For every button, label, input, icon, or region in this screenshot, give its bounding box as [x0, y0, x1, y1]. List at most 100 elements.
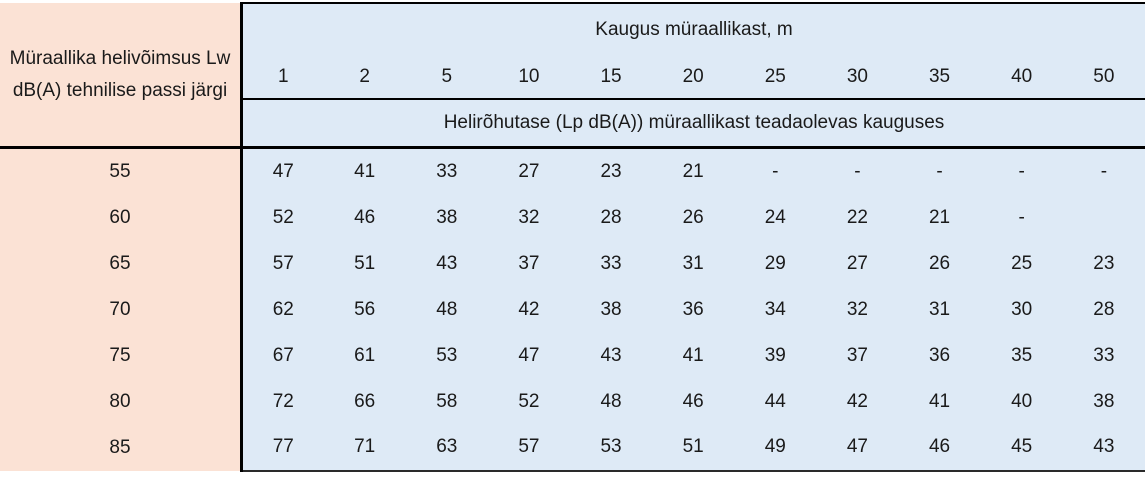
spl-value-cell: 23	[1062, 241, 1145, 287]
spl-value-cell: 21	[898, 195, 981, 241]
spl-value-cell: 22	[816, 195, 899, 241]
spl-value-cell: 77	[241, 425, 324, 472]
lw-value-cell: 80	[0, 379, 243, 425]
spl-value-cell: 43	[1062, 425, 1145, 472]
spl-value-cell: -	[980, 147, 1063, 195]
spl-value-cell: 49	[734, 425, 817, 472]
spl-value-cell: 33	[570, 241, 653, 287]
table-row: 75 67 61 53 47 43 41 39 37 36 35 33	[0, 333, 1145, 379]
spl-value-cell: 34	[734, 287, 817, 333]
spl-value-cell: 32	[487, 195, 570, 241]
spl-value-cell: 48	[570, 379, 653, 425]
distance-col-header: 1	[241, 57, 324, 100]
lw-value-cell: 55	[0, 147, 243, 195]
lw-value-cell: 85	[0, 425, 243, 471]
spl-value-cell: 24	[734, 195, 817, 241]
spl-value-cell: 56	[323, 287, 406, 333]
spl-value-cell: 41	[652, 333, 735, 379]
spl-value-cell: 28	[570, 195, 653, 241]
spl-value-cell: 42	[487, 287, 570, 333]
spl-value-cell: 47	[487, 333, 570, 379]
table-row: 80 72 66 58 52 48 46 44 42 41 40 38	[0, 379, 1145, 425]
spl-value-cell: 38	[1062, 379, 1145, 425]
table-body: 55 47 41 33 27 23 21- - - - -60 52 46 38 32 28 26 24 22 21-…	[0, 147, 1145, 472]
distance-col-header: 5	[405, 57, 488, 100]
distance-col-header: 25	[734, 57, 817, 100]
spl-value-cell: 37	[487, 241, 570, 287]
spl-value-cell: 52	[241, 195, 324, 241]
distance-col-header: 20	[652, 57, 735, 100]
spl-value-cell: 43	[405, 241, 488, 287]
noise-level-table: Müraallika helivõimsus Lw dB(A) tehnilis…	[0, 2, 1145, 472]
table-row: 70 62 56 48 42 38 36 34 32 31 30 28	[0, 287, 1145, 333]
table-row: 55 47 41 33 27 23 21- - - - -	[0, 147, 1145, 195]
lw-value-cell: 65	[0, 241, 243, 287]
distance-col-header: 40	[980, 57, 1063, 100]
spl-value-cell: -	[898, 147, 981, 195]
spl-value-cell: 53	[405, 333, 488, 379]
spl-value-cell: 47	[816, 425, 899, 472]
spl-value-cell: 53	[570, 425, 653, 472]
spl-value-cell: 43	[570, 333, 653, 379]
lw-value-cell: 60	[0, 195, 243, 241]
distance-col-header: 50	[1062, 57, 1145, 100]
table-row: 60 52 46 38 32 28 26 24 22 21-	[0, 195, 1145, 241]
spl-value-cell: 26	[652, 195, 735, 241]
spl-subtitle: Helirõhutase (Lp dB(A)) müraallikast tea…	[241, 99, 1145, 149]
spl-value-cell: 35	[980, 333, 1063, 379]
lw-value-cell: 70	[0, 287, 243, 333]
spl-value-cell: 26	[898, 241, 981, 287]
spl-value-cell: 23	[570, 147, 653, 195]
spl-value-cell: 57	[241, 241, 324, 287]
spl-value-cell: 51	[323, 241, 406, 287]
spl-value-cell: 29	[734, 241, 817, 287]
spl-value-cell: 61	[323, 333, 406, 379]
spl-value-cell: 46	[652, 379, 735, 425]
spl-value-cell: 63	[405, 425, 488, 472]
spl-value-cell: 36	[652, 287, 735, 333]
spl-value-cell: 21	[652, 147, 735, 195]
spl-value-cell: -	[816, 147, 899, 195]
spl-value-cell: 47	[241, 147, 324, 195]
spl-value-cell: 58	[405, 379, 488, 425]
distance-col-header: 15	[570, 57, 653, 100]
spl-value-cell: -	[980, 195, 1063, 241]
distance-col-header: 10	[487, 57, 570, 100]
spl-value-cell: 45	[980, 425, 1063, 472]
spl-value-cell: 37	[816, 333, 899, 379]
spl-value-cell: 66	[323, 379, 406, 425]
spl-value-cell: 36	[898, 333, 981, 379]
spl-value-cell: 52	[487, 379, 570, 425]
distance-col-header: 35	[898, 57, 981, 100]
spl-value-cell: 28	[1062, 287, 1145, 333]
spl-value-cell: 27	[487, 147, 570, 195]
spl-value-cell: -	[734, 147, 817, 195]
spl-value-cell: 67	[241, 333, 324, 379]
distance-title: Kaugus müraallikast, m	[241, 2, 1145, 57]
spl-value-cell: 38	[405, 195, 488, 241]
spl-value-cell: 25	[980, 241, 1063, 287]
spl-value-cell: 42	[816, 379, 899, 425]
spl-value-cell: 31	[898, 287, 981, 333]
spl-value-cell: 41	[323, 147, 406, 195]
spl-value-cell: 62	[241, 287, 324, 333]
spl-value-cell	[1062, 195, 1145, 241]
spl-value-cell: 51	[652, 425, 735, 472]
spl-value-cell: 38	[570, 287, 653, 333]
spl-value-cell: 40	[980, 379, 1063, 425]
table-row: 85 77 71 63 57 53 51 49 47 46 45 43	[0, 425, 1145, 472]
spl-value-cell: 48	[405, 287, 488, 333]
spl-value-cell: 30	[980, 287, 1063, 333]
spl-value-cell: -	[1062, 147, 1145, 195]
spl-value-cell: 33	[405, 147, 488, 195]
spl-value-cell: 71	[323, 425, 406, 472]
spl-value-cell: 39	[734, 333, 817, 379]
spl-value-cell: 32	[816, 287, 899, 333]
spl-value-cell: 57	[487, 425, 570, 472]
spl-value-cell: 46	[898, 425, 981, 472]
distance-col-header: 30	[816, 57, 899, 100]
spl-value-cell: 33	[1062, 333, 1145, 379]
spl-value-cell: 46	[323, 195, 406, 241]
spl-value-cell: 72	[241, 379, 324, 425]
